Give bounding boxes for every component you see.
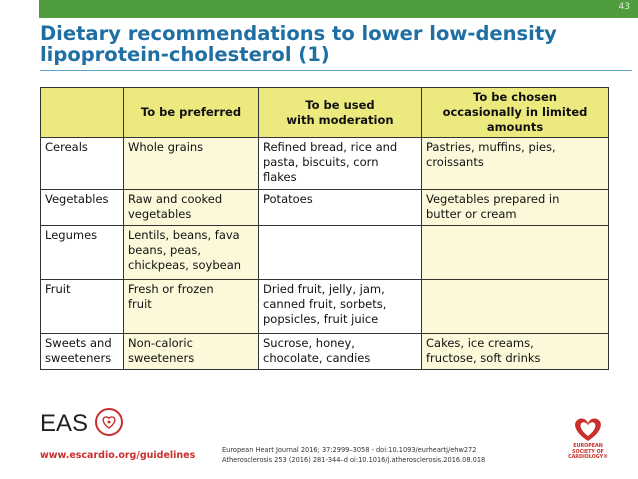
- table-row-fruit: Fruit Fresh or frozen fruit Dried fruit,…: [40, 279, 609, 334]
- cell-line: Legumes: [45, 228, 98, 242]
- esc-logo-line: SOCIETY OF: [572, 449, 604, 455]
- food-group-cell: Cereals: [40, 137, 124, 190]
- food-group-cell: Fruit: [40, 279, 124, 334]
- table-row-cereals: Cereals Whole grains Refined bread, rice…: [40, 137, 609, 190]
- table-row-vegetables: Vegetables Raw and cooked vegetables Pot…: [40, 189, 609, 226]
- cell-line: Potatoes: [263, 192, 313, 206]
- cell-line: Vegetables prepared in: [426, 192, 560, 206]
- preferred-cell: Lentils, beans, fava beans, peas, chickp…: [123, 225, 259, 280]
- heart-icon: [102, 416, 116, 429]
- moderation-cell: Refined bread, rice and pasta, biscuits,…: [258, 137, 422, 190]
- citation-line-1: European Heart Journal 2016; 37:2999–305…: [222, 446, 477, 454]
- cell-line: vegetables: [128, 207, 192, 221]
- esc-heart-logo-icon: [575, 418, 601, 441]
- table-row-legumes: Legumes Lentils, beans, fava beans, peas…: [40, 225, 609, 280]
- title-line-1: Dietary recommendations to lower low-den…: [40, 22, 557, 45]
- eas-logo-text: EAS: [40, 410, 89, 437]
- occasional-cell: [421, 279, 609, 334]
- header-line: To be used: [305, 97, 375, 112]
- food-group-cell: Vegetables: [40, 189, 124, 226]
- top-bar: 43: [0, 0, 638, 18]
- preferred-cell: Non-caloric sweeteners: [123, 333, 259, 370]
- header-line: occasionally in limited: [442, 105, 588, 119]
- header-to-be-chosen-occasionally: To be chosen occasionally in limited amo…: [421, 87, 609, 138]
- header-empty-cell: [40, 87, 124, 138]
- cell-line: Fruit: [45, 282, 71, 296]
- citation: European Heart Journal 2016; 37:2999–305…: [222, 445, 562, 465]
- slide-title: Dietary recommendations to lower low-den…: [40, 23, 630, 65]
- moderation-cell: Sucrose, honey, chocolate, candies: [258, 333, 422, 370]
- title-divider: [40, 70, 632, 71]
- cell-line: croissants: [426, 155, 484, 169]
- eas-heart-emblem-icon: [95, 408, 123, 436]
- cell-line: Dried fruit, jelly, jam,: [263, 282, 385, 296]
- esc-logo-line: CARDIOLOGY®: [568, 455, 608, 460]
- moderation-cell: Potatoes: [258, 189, 422, 226]
- preferred-cell: Whole grains: [123, 137, 259, 190]
- occasional-cell: Cakes, ice creams, fructose, soft drinks: [421, 333, 609, 370]
- cell-line: Vegetables: [45, 192, 109, 206]
- occasional-cell: [421, 225, 609, 280]
- header-line: amounts: [486, 120, 544, 134]
- cell-line: Sweets and: [45, 336, 112, 350]
- cell-line: sweeteners: [45, 351, 112, 365]
- cell-line: chocolate, candies: [263, 351, 371, 365]
- title-line-2: lipoprotein-cholesterol (1): [40, 43, 330, 66]
- cell-line: Non-caloric: [128, 336, 193, 350]
- cell-line: chickpeas, soybean: [128, 258, 242, 272]
- cell-line: Sucrose, honey,: [263, 336, 355, 350]
- cell-line: butter or cream: [426, 207, 517, 221]
- cell-line: pasta, biscuits, corn: [263, 155, 379, 169]
- esc-logo-line: EUROPEAN: [573, 444, 603, 449]
- cell-line: fructose, soft drinks: [426, 351, 541, 365]
- header-to-be-preferred: To be preferred: [123, 87, 259, 138]
- table-header-row: To be preferred To be used with moderati…: [40, 87, 609, 138]
- cell-line: Refined bread, rice and: [263, 140, 398, 154]
- moderation-cell: [258, 225, 422, 280]
- header-to-be-used-with-moderation: To be used with moderation: [258, 87, 422, 138]
- citation-line-2: Atherosclerosis 253 (2016) 281-344–d oi:…: [222, 456, 486, 464]
- guidelines-link[interactable]: www.escardio.org/guidelines: [40, 450, 196, 461]
- occasional-cell: Pastries, muffins, pies, croissants: [421, 137, 609, 190]
- food-group-cell: Sweets and sweeteners: [40, 333, 124, 370]
- moderation-cell: Dried fruit, jelly, jam, canned fruit, s…: [258, 279, 422, 334]
- preferred-cell: Fresh or frozen fruit: [123, 279, 259, 334]
- occasional-cell: Vegetables prepared in butter or cream: [421, 189, 609, 226]
- cell-line: Pastries, muffins, pies,: [426, 140, 556, 154]
- slide-number: 43: [618, 2, 630, 12]
- cell-line: Fresh or frozen: [128, 282, 214, 296]
- cell-line: Raw and cooked: [128, 192, 223, 206]
- cell-line: Cakes, ice creams,: [426, 336, 534, 350]
- cell-line: popsicles, fruit juice: [263, 312, 379, 326]
- preferred-cell: Raw and cooked vegetables: [123, 189, 259, 226]
- top-bar-left-gap: [0, 0, 39, 18]
- cell-line: Cereals: [45, 140, 88, 154]
- cell-line: sweeteners: [128, 351, 195, 365]
- cell-line: fruit: [128, 297, 152, 311]
- cell-line: flakes: [263, 170, 297, 184]
- cell-line: canned fruit, sorbets,: [263, 297, 387, 311]
- header-line: To be chosen: [473, 90, 557, 104]
- header-line: with moderation: [286, 112, 394, 127]
- esc-logo-text: EUROPEAN SOCIETY OF CARDIOLOGY®: [566, 444, 610, 461]
- cell-line: Whole grains: [128, 140, 204, 154]
- cell-line: Lentils, beans, fava: [128, 228, 240, 242]
- cell-line: beans, peas,: [128, 243, 202, 257]
- dietary-recommendations-table: To be preferred To be used with moderati…: [40, 87, 609, 370]
- food-group-cell: Legumes: [40, 225, 124, 280]
- table-row-sweets: Sweets and sweeteners Non-caloric sweete…: [40, 333, 609, 370]
